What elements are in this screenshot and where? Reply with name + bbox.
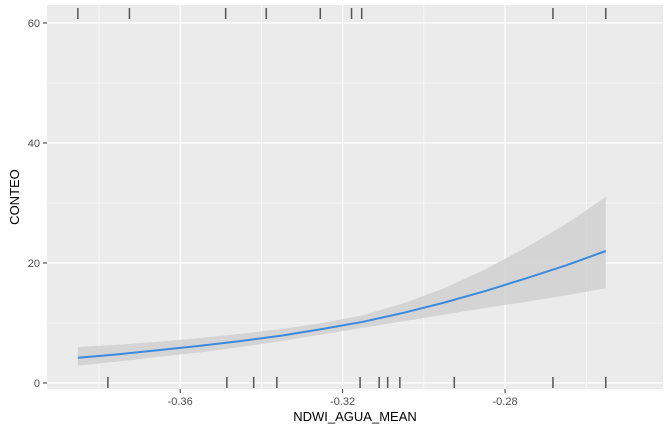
x-axis-title: NDWI_AGUA_MEAN (293, 409, 417, 424)
y-tick-label: 60 (28, 18, 40, 30)
y-tick-label: 0 (34, 378, 40, 390)
x-tick-label: -0.32 (330, 396, 355, 408)
y-tick-label: 40 (28, 138, 40, 150)
x-tick-label: -0.36 (168, 396, 193, 408)
axis-ticks (43, 22, 506, 393)
confidence-band (77, 197, 606, 366)
x-tick-labels: -0.36 -0.32 -0.28 (168, 396, 518, 408)
rug-layer (77, 8, 607, 388)
y-tick-labels: 0 20 40 60 (28, 18, 40, 390)
y-axis-title: CONTEO (7, 169, 22, 225)
plot-panel (47, 5, 663, 389)
confidence-band-layer (77, 197, 606, 366)
series-line-layer (77, 250, 607, 359)
x-tick-label: -0.28 (493, 396, 518, 408)
grid-major (47, 5, 663, 389)
series-line (77, 250, 607, 359)
y-tick-label: 20 (28, 258, 40, 270)
